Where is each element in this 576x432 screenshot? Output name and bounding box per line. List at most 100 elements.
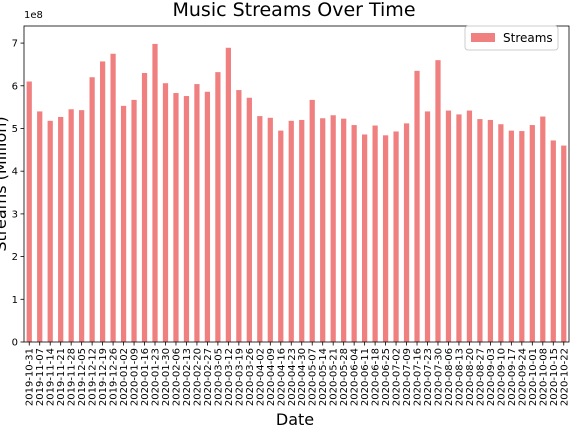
x-tick-label: 2020-09-03 xyxy=(486,348,497,406)
bar xyxy=(110,53,116,343)
x-tick-label: 2020-07-30 xyxy=(433,348,444,406)
bar xyxy=(393,131,399,342)
bar xyxy=(309,99,315,343)
y-tick-label: 4 xyxy=(12,167,18,178)
x-tick-label: 2020-06-04 xyxy=(350,348,361,406)
x-tick-label: 2020-01-16 xyxy=(140,348,151,406)
x-tick-label: 2020-02-06 xyxy=(171,348,182,406)
x-tick-label: 2020-04-09 xyxy=(266,348,277,406)
x-tick-label: 2020-05-14 xyxy=(318,348,329,406)
legend: Streams xyxy=(464,25,559,51)
x-tick-label: 2020-07-16 xyxy=(413,348,424,406)
bar xyxy=(487,119,494,342)
bar xyxy=(382,135,389,342)
bar xyxy=(225,47,231,342)
x-tick-label: 2020-01-02 xyxy=(119,348,130,406)
legend-swatch xyxy=(471,33,495,42)
bar xyxy=(445,110,452,342)
bar xyxy=(414,70,420,343)
x-tick-label: 2020-07-23 xyxy=(423,348,434,406)
x-tick-label: 2020-09-24 xyxy=(517,348,528,406)
bar xyxy=(456,114,462,342)
x-tick-label: 2020-10-08 xyxy=(538,348,549,406)
chart-title: Music Streams Over Time xyxy=(172,0,415,21)
x-tick-label: 2019-12-12 xyxy=(88,348,99,406)
bar xyxy=(215,72,221,342)
plot-frame xyxy=(23,25,570,343)
bar xyxy=(47,120,53,342)
x-tick-label: 2020-10-01 xyxy=(528,348,539,406)
bar xyxy=(183,96,190,342)
bar xyxy=(561,145,567,342)
x-tick-label: 2020-08-27 xyxy=(475,348,486,406)
x-tick-label: 2020-08-06 xyxy=(444,348,455,406)
x-tick-label: 2020-05-21 xyxy=(329,348,340,406)
bar xyxy=(362,134,368,342)
bar xyxy=(288,120,294,342)
bar xyxy=(37,111,43,343)
x-tick-label: 2020-04-02 xyxy=(255,348,266,406)
bar xyxy=(341,118,347,343)
bar xyxy=(508,130,514,342)
x-tick-label: 2020-03-05 xyxy=(213,348,224,406)
x-tick-label: 2020-01-09 xyxy=(130,348,141,406)
bar xyxy=(477,119,483,342)
x-tick-label: 2020-06-18 xyxy=(371,348,382,406)
bar xyxy=(372,125,378,342)
x-tick-label: 2020-04-23 xyxy=(287,348,298,406)
bar xyxy=(435,60,441,342)
x-tick-label: 2020-09-17 xyxy=(507,348,518,406)
legend-label: Streams xyxy=(503,31,553,45)
y-tick-label: 5 xyxy=(12,124,18,135)
x-tick-label: 2020-06-11 xyxy=(360,348,371,406)
bar xyxy=(68,109,74,343)
x-tick-label: 2020-04-16 xyxy=(276,348,287,406)
x-tick-label: 2020-03-12 xyxy=(224,348,235,406)
bar xyxy=(89,77,95,343)
bar xyxy=(152,43,158,343)
bars xyxy=(26,43,567,343)
y-tick-label: 3 xyxy=(12,209,18,220)
legend-box xyxy=(464,25,559,51)
bar xyxy=(131,99,137,343)
x-tick-label: 2020-02-13 xyxy=(182,348,193,406)
y-tick-label: 0 xyxy=(12,338,18,349)
bar xyxy=(162,83,169,342)
bar xyxy=(120,105,127,342)
bar xyxy=(99,61,106,343)
bar xyxy=(403,123,410,343)
bar xyxy=(278,130,284,342)
x-tick-label: 2020-03-26 xyxy=(245,348,256,406)
y-tick-label: 2 xyxy=(12,252,18,263)
bar xyxy=(173,93,179,342)
x-tick-label: 2020-04-30 xyxy=(297,348,308,406)
x-axis: 2019-10-31 2019-11-07 2019-11-14 2019-11-21… xyxy=(25,342,570,406)
x-tick-label: 2019-11-28 xyxy=(67,348,78,406)
bar xyxy=(519,131,525,342)
y-axis-title: Streams (Million) xyxy=(0,116,10,251)
bar xyxy=(267,117,273,342)
bar xyxy=(466,110,473,342)
x-tick-label: 2020-01-30 xyxy=(161,348,172,406)
x-tick-label: 2019-12-19 xyxy=(98,348,109,406)
x-tick-label: 2020-09-10 xyxy=(496,348,507,406)
x-tick-label: 2019-12-05 xyxy=(77,348,88,406)
bar xyxy=(58,116,64,342)
bar xyxy=(236,90,242,343)
x-axis-title: Date xyxy=(276,410,314,429)
x-tick-label: 2019-11-14 xyxy=(46,348,57,406)
x-tick-label: 2019-10-31 xyxy=(25,348,36,406)
x-tick-label: 2019-11-07 xyxy=(35,348,46,406)
x-tick-label: 2020-02-27 xyxy=(203,348,214,406)
x-tick-label: 2020-07-02 xyxy=(392,348,403,406)
bar xyxy=(424,111,431,343)
x-tick-label: 2020-06-25 xyxy=(381,348,392,406)
bar xyxy=(141,72,148,343)
x-tick-label: 2020-01-23 xyxy=(151,348,162,406)
bar xyxy=(26,81,32,342)
x-tick-label: 2020-10-15 xyxy=(549,348,560,406)
x-tick-label: 2020-07-09 xyxy=(402,348,413,406)
bar xyxy=(257,116,263,343)
bar xyxy=(204,91,211,342)
x-tick-label: 2020-03-19 xyxy=(234,348,245,406)
